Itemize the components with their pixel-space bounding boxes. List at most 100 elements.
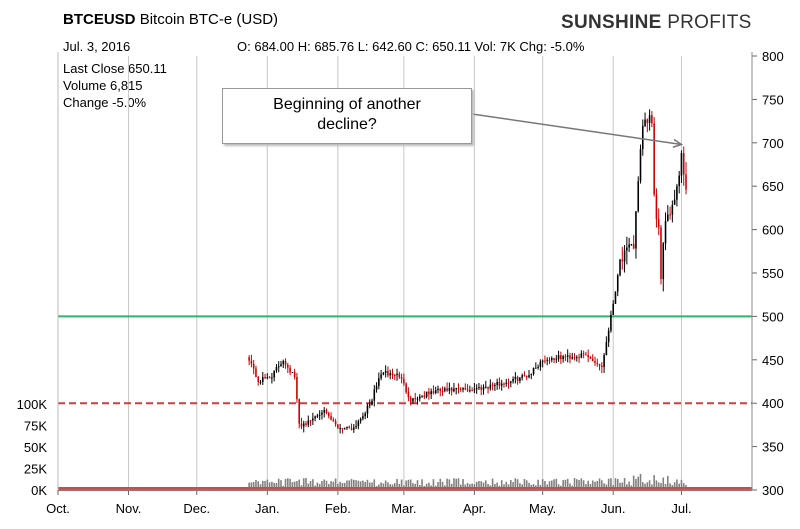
volume-bar — [680, 479, 683, 488]
candle-body — [387, 370, 389, 376]
candle-body — [318, 414, 321, 416]
price-candles — [248, 109, 687, 434]
volume-bar — [380, 482, 382, 488]
volume-bar — [432, 479, 435, 488]
volume-bar — [655, 480, 658, 488]
volume-bar — [641, 482, 644, 488]
candle-body — [421, 395, 423, 397]
volume-bar — [544, 480, 546, 488]
x-tick-label: Dec. — [183, 501, 210, 516]
candle-body — [323, 410, 326, 413]
volume-bar — [621, 482, 624, 488]
volume-bar — [566, 478, 569, 488]
volume-bar — [457, 478, 460, 488]
candle-body — [607, 330, 610, 343]
candle-body — [610, 314, 612, 331]
candle-body — [359, 418, 362, 422]
candle-body — [657, 218, 660, 228]
candle-body — [309, 420, 312, 422]
symbol-label: BTCEUSD — [63, 11, 136, 28]
volume-bar — [307, 483, 310, 488]
candle-body — [571, 357, 574, 359]
volume-bar — [678, 483, 680, 488]
candle-body — [264, 376, 266, 379]
brand-light: PROFITS — [667, 12, 752, 33]
volume-bar — [569, 483, 571, 488]
candle-body — [277, 366, 280, 368]
volume-bar — [334, 478, 337, 488]
candle-body — [446, 388, 448, 391]
candle-body — [275, 367, 278, 371]
candle-body — [371, 400, 373, 405]
candle-body — [553, 358, 555, 360]
candle-body — [585, 354, 587, 356]
volume-bar — [418, 484, 421, 488]
candle-body — [378, 378, 380, 387]
volume-tick-label: 75K — [24, 419, 47, 434]
volume-bar — [532, 484, 535, 488]
arrow-head — [672, 138, 684, 148]
volume-bar — [507, 484, 510, 488]
candle-body — [375, 386, 378, 390]
volume-bar — [293, 481, 296, 488]
candle-body — [539, 361, 542, 367]
volume-stat: Volume 6,815 — [63, 78, 143, 93]
volume-bar — [580, 478, 583, 488]
volume-bar — [323, 479, 326, 488]
x-tick-label: Jun. — [601, 501, 626, 516]
candle-body — [364, 413, 366, 417]
candle-body — [398, 373, 401, 378]
candle-body — [632, 244, 635, 249]
volume-tick-label: 25K — [24, 462, 47, 477]
volume-bar — [557, 484, 560, 488]
candle-body — [528, 375, 530, 378]
volume-bar — [450, 483, 453, 488]
candle-body — [330, 416, 332, 420]
x-tick-label: Mar. — [391, 501, 416, 516]
x-tick-label: Nov. — [116, 501, 142, 516]
candle-body — [348, 426, 351, 429]
candle-body — [350, 428, 353, 430]
candle-body — [284, 361, 287, 365]
candle-body — [651, 115, 653, 124]
volume-bar — [439, 478, 442, 488]
volume-bar — [327, 484, 330, 488]
volume-bar — [489, 485, 492, 488]
x-tick-label: Oct. — [46, 501, 70, 516]
candle-body — [418, 396, 421, 399]
volume-bar — [487, 484, 489, 488]
volume-bar — [309, 480, 312, 488]
candle-body — [305, 423, 307, 425]
candle-body — [255, 368, 257, 377]
change-stat: Change -5.0% — [63, 95, 147, 110]
candle-body — [623, 250, 626, 262]
volume-bar — [250, 482, 253, 488]
volume-bar — [607, 478, 610, 488]
brand-bold: SUNSHINE — [561, 12, 662, 33]
candle-body — [505, 382, 508, 384]
brand-logo: SUNSHINE PROFITS — [561, 12, 752, 34]
candle-body — [535, 367, 537, 369]
volume-bar — [321, 481, 323, 488]
candle-body — [594, 360, 596, 363]
volume-bar — [298, 479, 300, 488]
volume-bar — [455, 478, 457, 488]
volume-bar — [537, 479, 539, 488]
candle-body — [619, 259, 621, 276]
volume-bar — [603, 483, 605, 488]
candle-body — [664, 221, 667, 244]
candle-body — [353, 427, 355, 430]
volume-bar — [312, 479, 314, 488]
y-tick-label: 500 — [762, 309, 784, 324]
candle-body — [287, 364, 289, 368]
candle-body — [516, 376, 519, 381]
volume-bar — [459, 484, 462, 488]
volume-bar — [582, 480, 585, 488]
candle-body — [496, 381, 498, 385]
volume-bar — [359, 481, 362, 488]
y-tick-label: 800 — [762, 49, 784, 64]
candle-body — [546, 359, 549, 361]
y-tick-label: 400 — [762, 396, 784, 411]
volume-bar — [252, 482, 255, 488]
candle-body — [441, 391, 444, 393]
